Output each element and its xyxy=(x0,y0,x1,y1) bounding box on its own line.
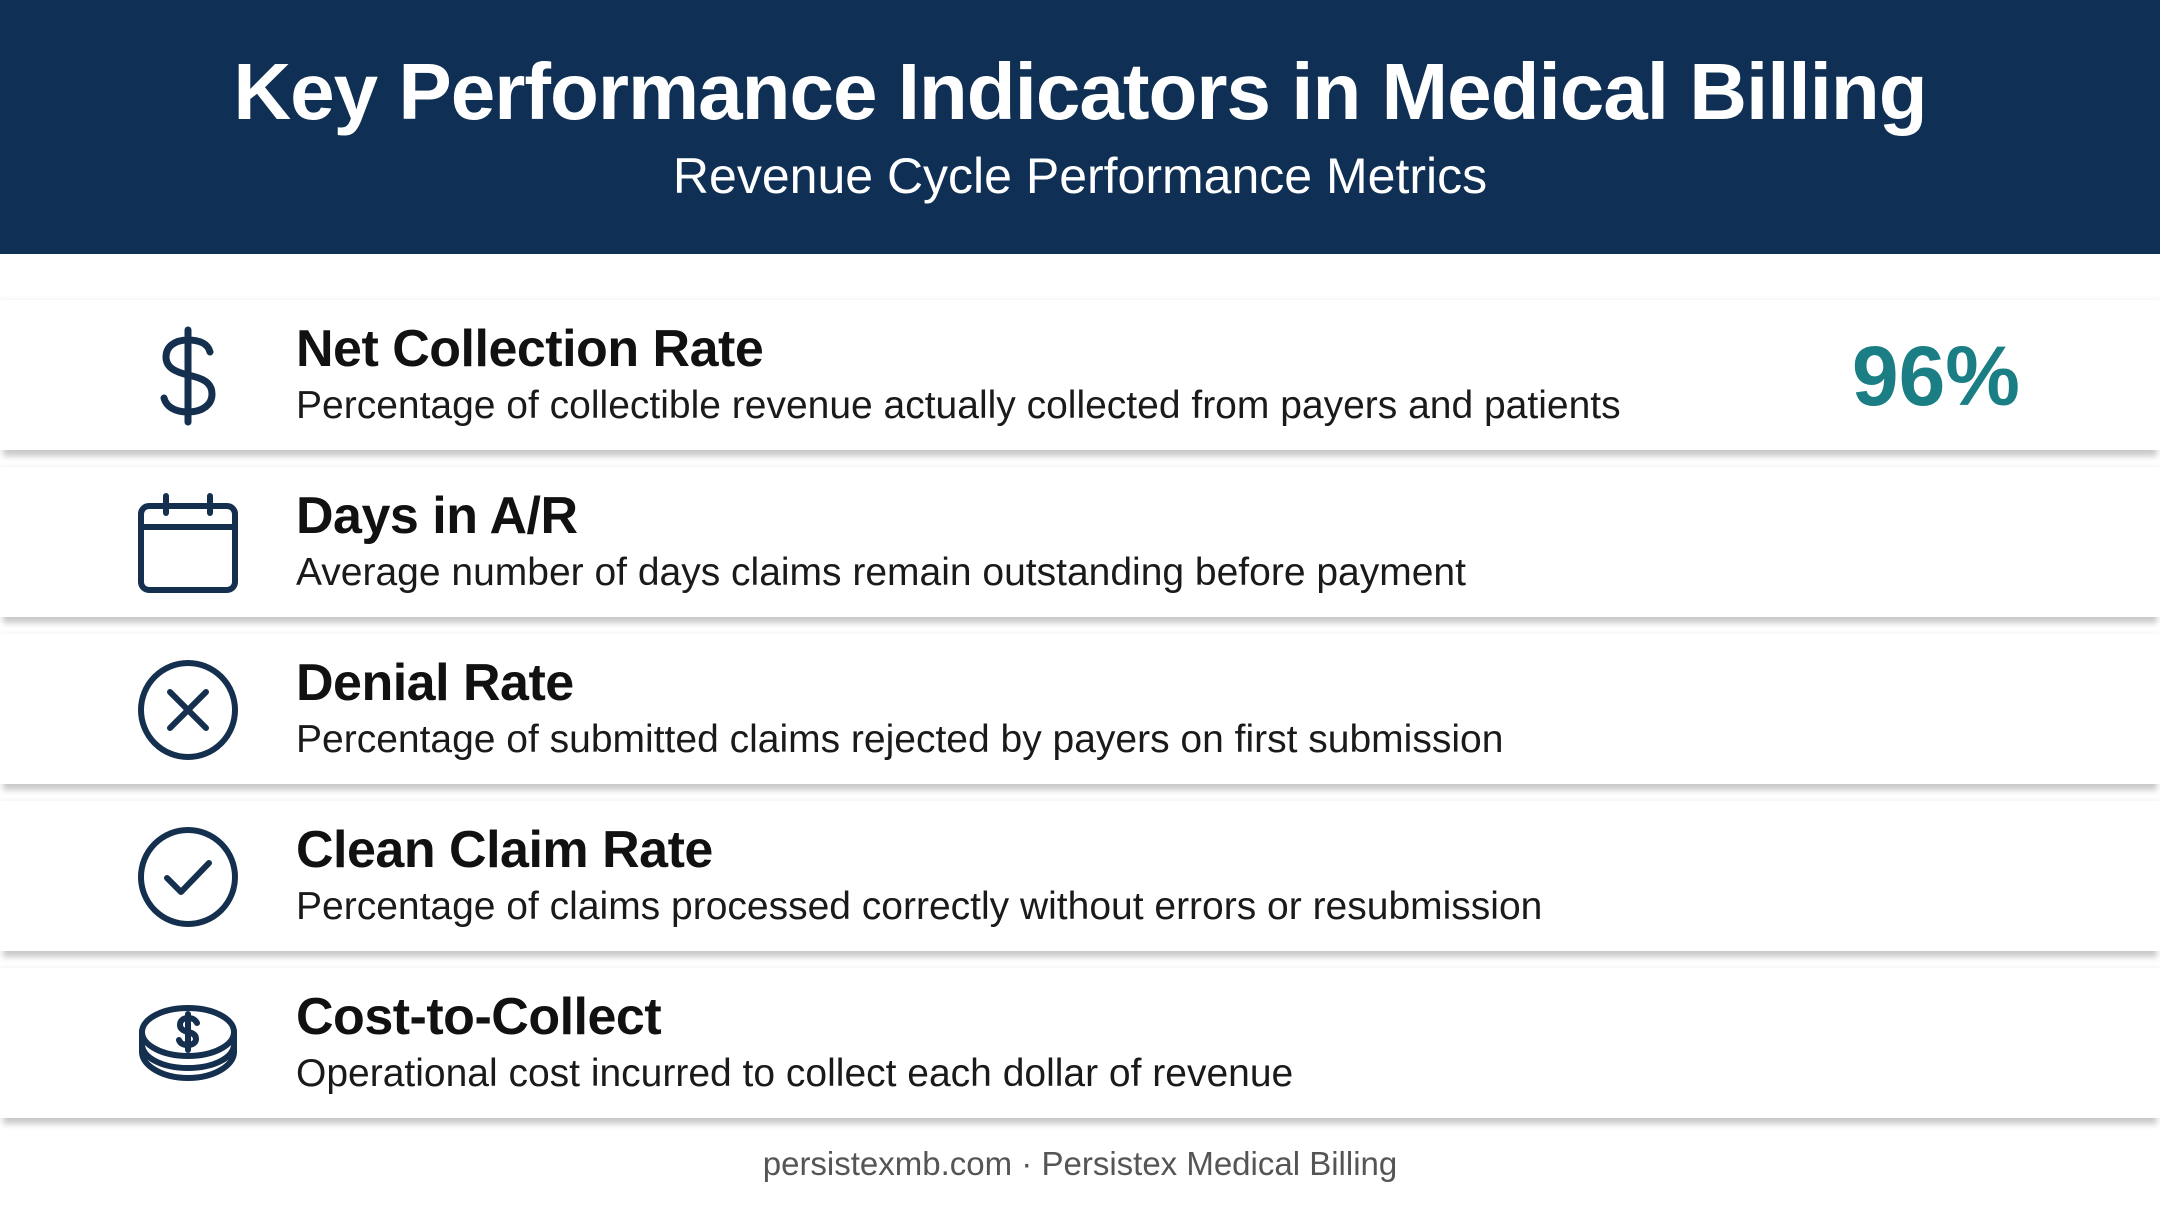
kpi-list: Net Collection Rate Percentage of collec… xyxy=(0,300,2160,1135)
coin-stack-icon xyxy=(136,992,240,1096)
check-circle-icon xyxy=(136,825,240,929)
kpi-description: Percentage of submitted claims rejected … xyxy=(296,718,1504,761)
kpi-description: Average number of days claims remain out… xyxy=(296,551,1466,594)
dollar-sign-icon xyxy=(136,324,240,428)
kpi-row-cost-to-collect: Cost-to-Collect Operational cost incurre… xyxy=(0,968,2160,1118)
kpi-row-days-in-ar: Days in A/R Average number of days claim… xyxy=(0,467,2160,617)
header-banner: Key Performance Indicators in Medical Bi… xyxy=(0,0,2160,254)
kpi-row-denial-rate: Denial Rate Percentage of submitted clai… xyxy=(0,634,2160,784)
kpi-description: Operational cost incurred to collect eac… xyxy=(296,1052,1294,1095)
x-circle-icon xyxy=(136,658,240,762)
page-subtitle: Revenue Cycle Performance Metrics xyxy=(672,148,1488,204)
kpi-description: Percentage of claims processed correctly… xyxy=(296,885,1543,928)
footer-text: persistexmb.com · Persistex Medical Bill… xyxy=(762,1145,1398,1182)
kpi-title: Net Collection Rate xyxy=(296,320,764,378)
kpi-description: Percentage of collectible revenue actual… xyxy=(296,384,1621,427)
kpi-title: Cost-to-Collect xyxy=(296,988,662,1046)
kpi-row-clean-claim-rate: Clean Claim Rate Percentage of claims pr… xyxy=(0,801,2160,951)
kpi-title: Clean Claim Rate xyxy=(296,821,713,879)
calendar-icon xyxy=(136,491,240,595)
kpi-value: 96% xyxy=(1851,329,2020,423)
kpi-row-net-collection-rate: Net Collection Rate Percentage of collec… xyxy=(0,300,2160,450)
kpi-title: Days in A/R xyxy=(296,487,578,545)
kpi-title: Denial Rate xyxy=(296,654,574,712)
page-title: Key Performance Indicators in Medical Bi… xyxy=(233,47,1927,136)
